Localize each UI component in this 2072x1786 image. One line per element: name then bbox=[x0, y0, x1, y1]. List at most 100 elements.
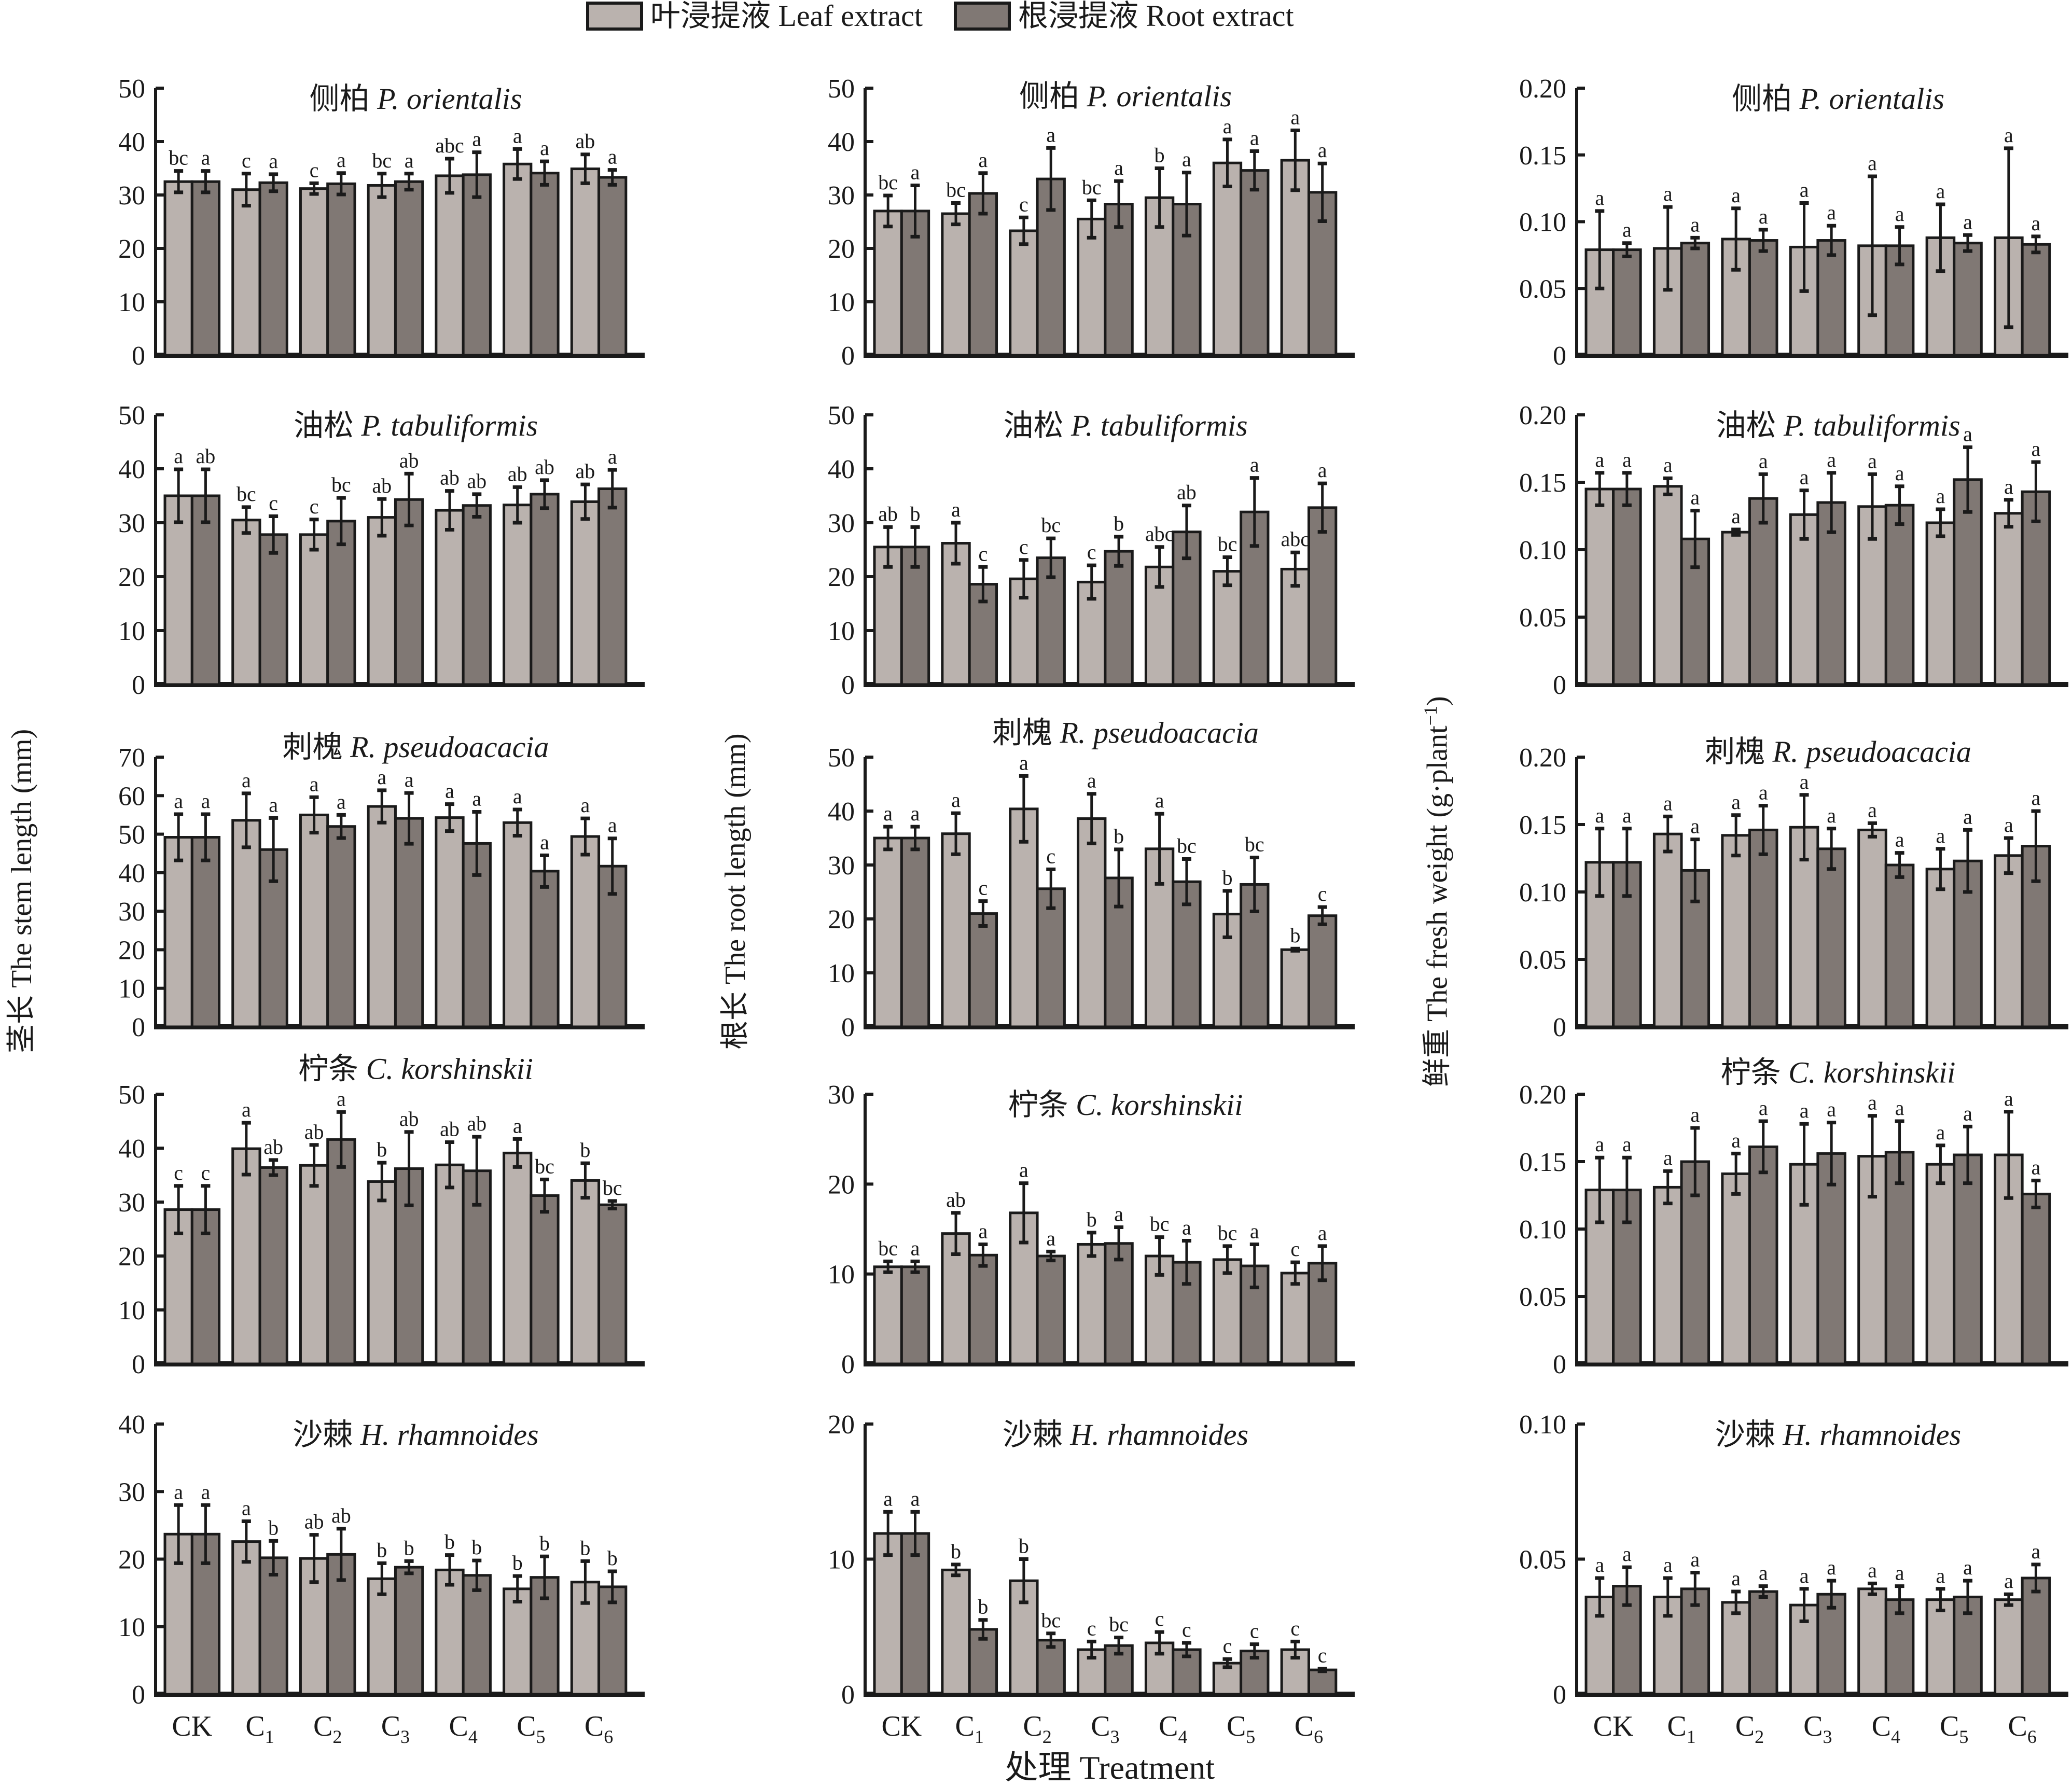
significance-letter: a bbox=[1250, 1219, 1259, 1243]
bar-root-C2 bbox=[1748, 1590, 1778, 1696]
bar-root-C1 bbox=[258, 1556, 288, 1696]
y-tick-label: 0 bbox=[1553, 1013, 1566, 1042]
bar-leaf-C5 bbox=[503, 1587, 533, 1696]
significance-letter: a bbox=[445, 779, 454, 803]
x-tick-label: C5 bbox=[1940, 1710, 1968, 1747]
y-tick-label: 40 bbox=[118, 1410, 145, 1440]
y-tick-label: 0 bbox=[1553, 671, 1566, 700]
x-tick-label-sub: 6 bbox=[1314, 1726, 1323, 1747]
x-tick-label-sub: 3 bbox=[400, 1726, 410, 1747]
bar-leaf-C4 bbox=[435, 1568, 465, 1696]
y-tick-label: 50 bbox=[118, 74, 145, 104]
bar-root-CK bbox=[1612, 861, 1642, 1028]
y-tick-label: 0.05 bbox=[1519, 274, 1566, 304]
significance-letter: a bbox=[1318, 138, 1327, 162]
y-tick-label: 40 bbox=[118, 455, 145, 484]
bar-root-CK bbox=[190, 1208, 221, 1365]
x-tick-label-main: C bbox=[1023, 1710, 1042, 1742]
significance-letter: a bbox=[911, 1487, 920, 1510]
significance-letter: ab bbox=[440, 466, 460, 490]
y-tick-label: 20 bbox=[828, 234, 855, 264]
significance-letter: b bbox=[1019, 1534, 1029, 1558]
bar-root-C3 bbox=[1104, 550, 1134, 686]
x-tick-label-sub: 1 bbox=[265, 1726, 274, 1747]
bar-root-C6 bbox=[597, 176, 628, 357]
bar-leaf-C6 bbox=[1280, 1272, 1310, 1365]
bar-leaf-C5 bbox=[1212, 161, 1243, 357]
significance-letter: a bbox=[1895, 1096, 1904, 1120]
significance-letter: a bbox=[1114, 1203, 1123, 1226]
x-tick-label-sub: 2 bbox=[1755, 1726, 1764, 1747]
bar-leaf-C2 bbox=[1721, 1601, 1751, 1696]
bar-leaf-C5 bbox=[1925, 868, 1956, 1028]
significance-letter: a bbox=[405, 768, 414, 791]
panel-title-latin: P. tabuliformis bbox=[360, 409, 538, 442]
significance-letter: a bbox=[1963, 805, 1972, 828]
significance-letter: ab bbox=[576, 459, 595, 483]
significance-letter: a bbox=[242, 1497, 251, 1520]
y-tick-label: 0.10 bbox=[1519, 1410, 1566, 1440]
panel-title: 沙棘 H. rhamnoides bbox=[1003, 1418, 1248, 1452]
significance-letter: c bbox=[1046, 844, 1055, 868]
bar-root-C6 bbox=[597, 1203, 628, 1365]
bar-root-C2 bbox=[326, 825, 356, 1028]
significance-letter: a bbox=[540, 830, 549, 854]
legend-label-root: 根浸提液 Root extract bbox=[1018, 0, 1294, 33]
significance-letter: a bbox=[1663, 453, 1673, 477]
panel-title-latin: C. korshinskii bbox=[1788, 1056, 1955, 1090]
x-tick-label: CK bbox=[172, 1710, 212, 1742]
significance-letter: a bbox=[1690, 1548, 1700, 1571]
significance-letter: b bbox=[580, 1536, 590, 1559]
significance-letter: abc bbox=[435, 134, 464, 157]
x-tick-label: C3 bbox=[381, 1710, 410, 1747]
significance-letter: b bbox=[404, 1536, 414, 1559]
y-tick-label: 20 bbox=[118, 936, 145, 965]
significance-letter: a bbox=[242, 769, 251, 792]
y-tick-label: 0.10 bbox=[1519, 1215, 1566, 1245]
y-tick-label: 30 bbox=[828, 509, 855, 538]
significance-letter: a bbox=[978, 1219, 988, 1243]
panel-title: 刺槐 R. pseudoacacia bbox=[283, 730, 549, 764]
bar-leaf-C5 bbox=[1212, 1258, 1243, 1365]
bar-root-C4 bbox=[1884, 504, 1915, 686]
significance-letter: a bbox=[1759, 781, 1768, 804]
significance-letter: a bbox=[269, 793, 278, 816]
bar-leaf-C6 bbox=[1994, 512, 2024, 686]
significance-letter: a bbox=[337, 1087, 346, 1110]
significance-letter: a bbox=[540, 136, 549, 160]
significance-letter: b bbox=[1290, 924, 1300, 947]
y-tick-label: 0.05 bbox=[1519, 1545, 1566, 1575]
significance-letter: a bbox=[1827, 448, 1836, 471]
significance-letter: a bbox=[2032, 1540, 2041, 1563]
significance-letter: a bbox=[1827, 804, 1836, 827]
significance-letter: b bbox=[910, 502, 921, 525]
y-tick-label: 0 bbox=[132, 341, 145, 371]
y-tick-label: 0 bbox=[841, 1680, 855, 1710]
x-tick-label: C2 bbox=[1023, 1710, 1051, 1747]
y-tick-label: 20 bbox=[828, 905, 855, 934]
significance-letter: a bbox=[337, 790, 346, 813]
significance-letter: b bbox=[1155, 144, 1165, 167]
significance-letter: abc bbox=[1281, 527, 1310, 551]
significance-letter: a bbox=[1595, 448, 1604, 471]
significance-letter: a bbox=[978, 148, 988, 172]
significance-letter: a bbox=[1759, 1561, 1768, 1585]
significance-letter: a bbox=[1827, 1556, 1836, 1579]
significance-letter: a bbox=[472, 787, 481, 810]
y-tick-label: 30 bbox=[118, 181, 145, 211]
panel-title-latin: H. rhamnoides bbox=[1069, 1418, 1248, 1452]
x-tick-label: C3 bbox=[1091, 1710, 1119, 1747]
bar-leaf-CK bbox=[163, 180, 193, 357]
y-tick-label: 40 bbox=[828, 455, 855, 484]
significance-letter: a bbox=[2004, 475, 2013, 498]
panel-title: 侧柏 P. orientalis bbox=[1019, 79, 1232, 113]
significance-letter: a bbox=[1182, 148, 1191, 171]
significance-letter: a bbox=[1827, 1098, 1836, 1121]
y-tick-label: 10 bbox=[828, 288, 855, 317]
bar-root-C2 bbox=[1748, 497, 1778, 686]
significance-letter: a bbox=[1250, 453, 1259, 477]
panel-title: 侧柏 P. orientalis bbox=[310, 82, 522, 116]
bar-root-C1 bbox=[968, 192, 998, 357]
y-tick-label: 0.15 bbox=[1519, 1148, 1566, 1177]
